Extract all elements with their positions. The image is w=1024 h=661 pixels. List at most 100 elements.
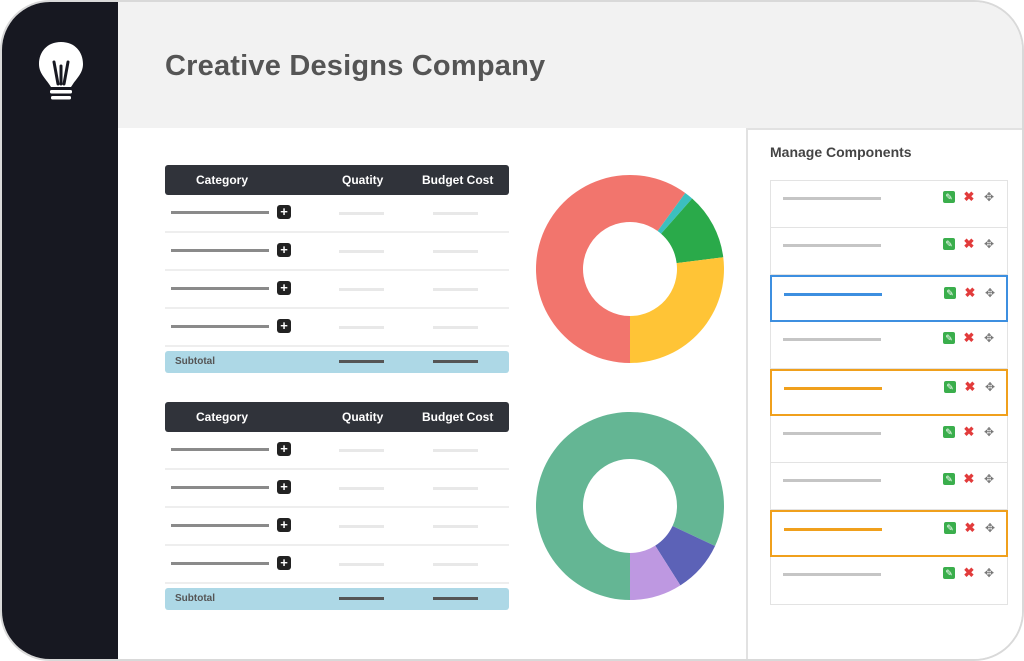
donut-chart [536,174,724,363]
header-category: Category [196,410,249,424]
header-budget-cost: Budget Cost [422,410,494,424]
component-row[interactable]: ✎ ✖ ✥ [770,275,1008,322]
cost-placeholder [433,326,478,329]
component-name-placeholder [784,293,882,296]
expand-plus-icon[interactable]: + [277,480,291,494]
component-name-placeholder [783,197,881,200]
move-icon[interactable]: ✥ [983,190,995,204]
edit-icon[interactable]: ✎ [943,332,955,344]
donut-slice-3 [630,257,724,363]
subtotal-row: Subtotal [165,351,509,373]
quantity-placeholder [339,487,384,490]
sidebar [2,2,118,659]
expand-plus-icon[interactable]: + [277,205,291,219]
subtotal-cost-placeholder [433,597,478,600]
delete-icon[interactable]: ✖ [963,330,975,345]
delete-icon[interactable]: ✖ [964,379,976,394]
edit-icon[interactable]: ✎ [943,426,955,438]
move-icon[interactable]: ✥ [983,425,995,439]
expand-plus-icon[interactable]: + [277,243,291,257]
component-row[interactable]: ✎ ✖ ✥ [771,557,1007,604]
company-title: Creative Designs Company [165,50,546,82]
table-header: Category Quatity Budget Cost [165,165,509,195]
quantity-placeholder [339,212,384,215]
budget-area: Category Quatity Budget Cost + + + + Subtotal C… [118,128,746,659]
subtotal-label: Subtotal [175,356,215,367]
move-icon[interactable]: ✥ [984,521,996,535]
component-row[interactable]: ✎ ✖ ✥ [770,369,1008,416]
category-placeholder [171,562,269,565]
donut-slice-1 [657,192,693,234]
move-icon[interactable]: ✥ [984,380,996,394]
table-row: + [165,195,509,233]
subtotal-row: Subtotal [165,588,509,610]
delete-icon[interactable]: ✖ [963,565,975,580]
budget-table: Category Quatity Budget Cost + + + + Subtotal [165,165,509,373]
delete-icon[interactable]: ✖ [964,285,976,300]
edit-icon[interactable]: ✎ [944,287,956,299]
expand-plus-icon[interactable]: + [277,556,291,570]
component-name-placeholder [783,479,881,482]
donut-slice-2 [661,198,724,264]
component-name-placeholder [783,432,881,435]
delete-icon[interactable]: ✖ [963,471,975,486]
component-name-placeholder [783,573,881,576]
table-row: + [165,309,509,347]
delete-icon[interactable]: ✖ [963,189,975,204]
edit-icon[interactable]: ✎ [944,381,956,393]
move-icon[interactable]: ✥ [983,237,995,251]
header-budget-cost: Budget Cost [422,173,494,187]
component-row[interactable]: ✎ ✖ ✥ [771,228,1007,275]
expand-plus-icon[interactable]: + [277,442,291,456]
component-row[interactable]: ✎ ✖ ✥ [770,510,1008,557]
subtotal-cost-placeholder [433,360,478,363]
category-placeholder [171,524,269,527]
expand-plus-icon[interactable]: + [277,319,291,333]
donut-slice-0 [536,174,686,363]
category-placeholder [171,287,269,290]
donut-slice-1 [655,526,716,586]
cost-placeholder [433,288,478,291]
donut-slice-2 [630,545,681,600]
budget-table: Category Quatity Budget Cost + + + + Subtotal [165,402,509,610]
quantity-placeholder [339,326,384,329]
subtotal-label: Subtotal [175,593,215,604]
edit-icon[interactable]: ✎ [943,191,955,203]
header-category: Category [196,173,249,187]
table-row: + [165,470,509,508]
panel-title: Manage Components [770,144,912,160]
delete-icon[interactable]: ✖ [964,520,976,535]
delete-icon[interactable]: ✖ [963,236,975,251]
quantity-placeholder [339,449,384,452]
delete-icon[interactable]: ✖ [963,424,975,439]
quantity-placeholder [339,250,384,253]
category-placeholder [171,249,269,252]
table-row: + [165,271,509,309]
lightbulb-icon[interactable] [36,40,86,102]
cost-placeholder [433,487,478,490]
component-name-placeholder [783,244,881,247]
category-placeholder [171,486,269,489]
move-icon[interactable]: ✥ [983,472,995,486]
component-row[interactable]: ✎ ✖ ✥ [771,181,1007,228]
move-icon[interactable]: ✥ [983,331,995,345]
quantity-placeholder [339,525,384,528]
edit-icon[interactable]: ✎ [943,567,955,579]
edit-icon[interactable]: ✎ [943,238,955,250]
quantity-placeholder [339,563,384,566]
expand-plus-icon[interactable]: + [277,518,291,532]
cost-placeholder [433,250,478,253]
component-row[interactable]: ✎ ✖ ✥ [771,463,1007,510]
move-icon[interactable]: ✥ [984,286,996,300]
expand-plus-icon[interactable]: + [277,281,291,295]
edit-icon[interactable]: ✎ [944,522,956,534]
component-row[interactable]: ✎ ✖ ✥ [771,416,1007,463]
component-name-placeholder [784,387,882,390]
cost-placeholder [433,525,478,528]
table-row: + [165,546,509,584]
move-icon[interactable]: ✥ [983,566,995,580]
subtotal-quantity-placeholder [339,597,384,600]
table-row: + [165,432,509,470]
component-row[interactable]: ✎ ✖ ✥ [771,322,1007,369]
edit-icon[interactable]: ✎ [943,473,955,485]
